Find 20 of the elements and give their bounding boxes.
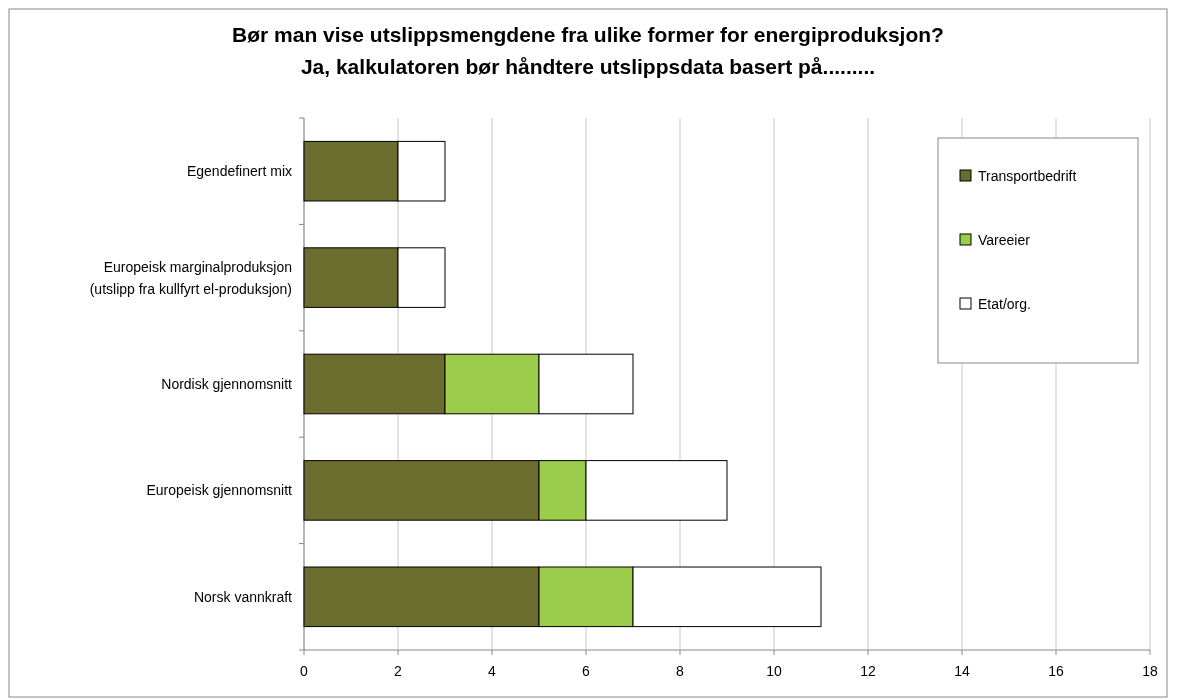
chart-subtitle: Ja, kalkulatoren bør håndtere utslippsdata basert på......... bbox=[300, 55, 876, 78]
y-tick-label: Norsk vannkraft bbox=[193, 588, 293, 605]
chart-title: Bør man vise utslippsmengdene fra ulike former for energiproduksjon? bbox=[232, 23, 944, 46]
y-tick-label: Europeisk gjennomsnitt bbox=[146, 482, 293, 499]
x-tick-label: 10 bbox=[766, 663, 782, 679]
x-tick-label: 16 bbox=[1048, 663, 1064, 679]
x-tick-label: 0 bbox=[300, 663, 309, 679]
legend-label: Vareeier bbox=[978, 232, 1031, 248]
x-tick-label: 14 bbox=[954, 663, 970, 679]
x-tick-label: 18 bbox=[1142, 663, 1158, 679]
x-tick-label: 2 bbox=[394, 663, 403, 679]
legend-label: Transportbedrift bbox=[978, 168, 1077, 184]
x-tick-label: 6 bbox=[582, 663, 591, 679]
legend-label: Etat/org. bbox=[978, 296, 1031, 312]
y-tick-label: Europeisk marginalproduksjon (utslipp fra kullfyrt el-produksjon) bbox=[89, 258, 292, 297]
x-tick-label: 12 bbox=[860, 663, 876, 679]
x-tick-label: 4 bbox=[488, 663, 497, 679]
y-tick-label: Nordisk gjennomsnitt bbox=[161, 376, 293, 392]
y-tick-label: Egendefinert mix bbox=[186, 163, 292, 180]
x-tick-label: 8 bbox=[676, 663, 685, 679]
